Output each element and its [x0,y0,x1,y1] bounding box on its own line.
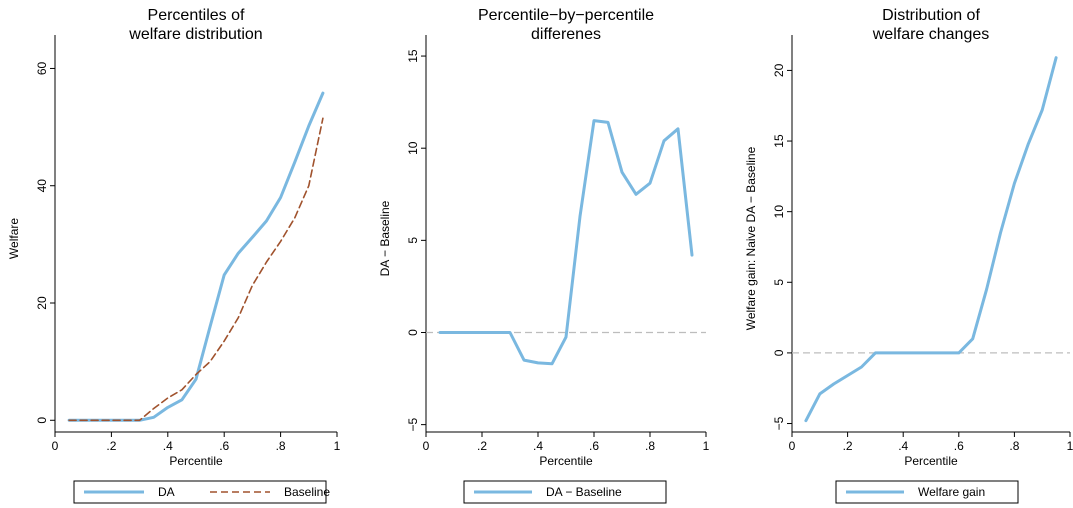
x-tick-label: .6 [589,439,599,453]
legend-label: Baseline [284,485,330,499]
x-tick-label: 1 [703,439,710,453]
series-line-da [67,91,325,422]
x-tick-label: .4 [163,439,173,453]
legend: DA − Baseline [463,480,667,504]
x-tick-label: 0 [423,439,430,453]
chart-panel-1: Percentiles of welfare distribution 0 .2 .4.… [7,7,341,504]
legend-box [73,480,327,504]
chart-title-line-1: Distribution of [882,7,980,24]
y-axis-label: Welfare gain: Naive DA − Baseline [744,146,758,330]
y-axis-label: DA − Baseline [378,200,392,276]
x-tick-label: .2 [477,439,487,453]
y-tick-label: 10 [406,141,420,155]
y-tick-label: 0 [772,349,786,356]
x-axis-label: Percentile [539,454,593,468]
chart-panel-3: Distribution of welfare changes 0 .2 .4 .6 .8 1… [744,7,1073,504]
series-line-da-baseline [438,119,694,366]
chart-title-line-2: welfare distribution [128,26,262,43]
y-tick-label: 0 [35,417,49,424]
y-tick-label: −5 [772,416,786,430]
x-tick-label: .4 [898,439,908,453]
legend-label: DA [158,485,175,499]
y-tick-label: 20 [35,296,49,310]
y-tick-label: 15 [772,134,786,148]
y-tick-label: 0 [406,329,420,336]
y-tick-label: 5 [406,237,420,244]
y-tick-label: 15 [406,49,420,63]
x-tick-label: 1 [334,439,341,453]
y-tick-label: 10 [772,205,786,219]
legend-box [463,480,667,504]
x-axis-label: Percentile [904,454,958,468]
x-tick-label: .6 [219,439,229,453]
x-tick-label: .6 [954,439,964,453]
y-tick-label: 5 [772,279,786,286]
chart-title-line-1: Percentile−by−percentile [478,7,654,24]
legend: Welfare gain [835,480,1019,504]
series-line-baseline [68,117,324,422]
legend-label: DA − Baseline [546,485,622,499]
x-tick-label: 1 [1067,439,1073,453]
x-tick-label: .8 [645,439,655,453]
y-axis-label: Welfare [7,218,21,259]
legend-label: Welfare gain [918,485,985,499]
series-line-welfare-gain [804,56,1058,423]
y-tick-label: 60 [35,61,49,75]
x-tick-label: .8 [1009,439,1019,453]
legend: DA Baseline [73,480,330,504]
y-tick-label: −5 [406,417,420,431]
x-tick-label: 0 [52,439,59,453]
x-axis-label: Percentile [169,454,223,468]
x-tick-label: .4 [533,439,543,453]
x-tick-label: .2 [843,439,853,453]
y-tick-label: 40 [35,179,49,193]
y-tick-label: 20 [772,63,786,77]
chart-panel-2: Percentile−by−percentile differenes 0 .2 .4.… [378,7,710,504]
x-tick-label: .8 [276,439,286,453]
x-tick-label: .2 [106,439,116,453]
legend-box [835,480,1019,504]
chart-title-line-1: Percentiles of [148,7,245,24]
chart-title-line-2: differenes [531,26,601,43]
chart-title-line-2: welfare changes [872,26,990,43]
x-tick-label: 0 [789,439,796,453]
